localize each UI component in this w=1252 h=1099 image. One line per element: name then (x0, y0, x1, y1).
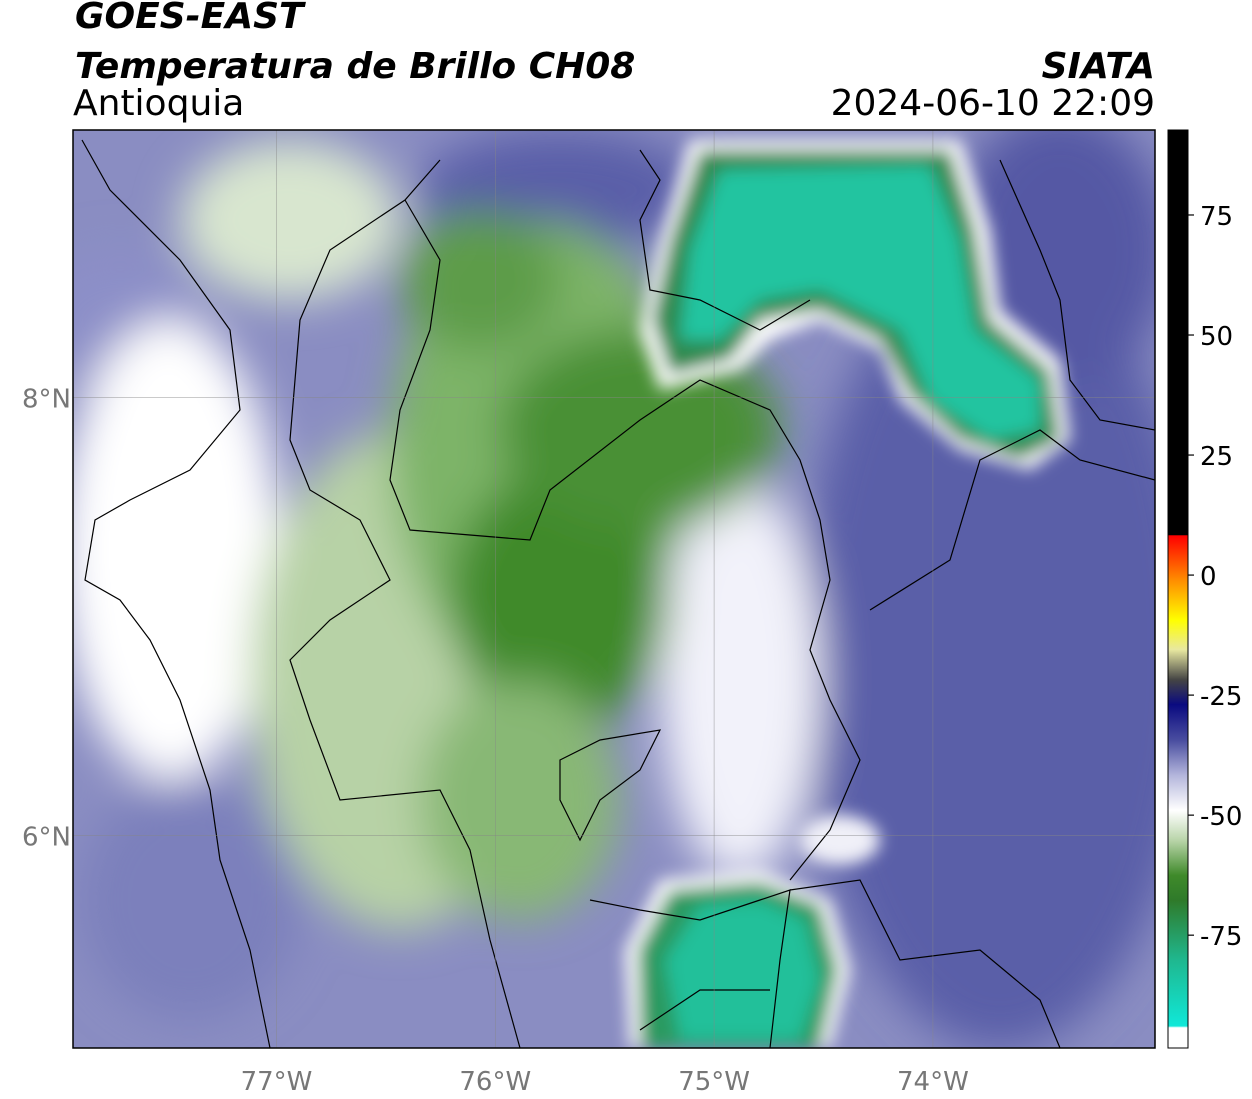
lon-label: 76°W (459, 1067, 531, 1097)
region: Antioquia (73, 83, 244, 124)
lat-label: 8°N (22, 384, 71, 414)
map-frame (72, 129, 1156, 1049)
colorbar (1167, 129, 1189, 1049)
source: SIATA (1042, 46, 1155, 87)
subtitle: Temperatura de Brillo CH08 (75, 46, 635, 87)
lat-label: 6°N (22, 822, 71, 852)
colorbar-label: 50 (1200, 322, 1233, 352)
datetime: 2024-06-10 22:09 (831, 83, 1155, 124)
colorbar-label: 25 (1200, 442, 1233, 472)
borders (81, 139, 1155, 1048)
graticule (73, 130, 1155, 1048)
lon-label: 74°W (897, 1067, 969, 1097)
satellite-image (73, 130, 1155, 1048)
title: GOES-EAST (75, 0, 306, 37)
colorbar-label: -50 (1200, 802, 1242, 832)
lon-label: 77°W (241, 1067, 313, 1097)
colorbar-label: 0 (1200, 562, 1217, 592)
colorbar-label: 75 (1200, 202, 1233, 232)
lon-label: 75°W (678, 1067, 750, 1097)
colorbar-label: -25 (1200, 682, 1242, 712)
colorbar-label: -75 (1200, 922, 1242, 952)
